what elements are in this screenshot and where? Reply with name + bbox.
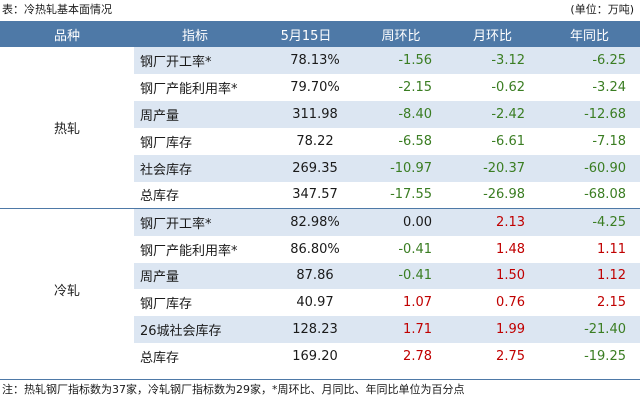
value-cell: 128.23 — [256, 316, 356, 344]
indicator-cell: 总库存 — [140, 189, 180, 205]
wow-cell: 1.71 — [356, 316, 446, 344]
mom-cell: -2.42 — [446, 100, 539, 128]
wow-cell: -17.55 — [390, 187, 432, 203]
indicator-cell: 社会库存 — [134, 154, 256, 182]
table-row: 热轧 钢厂开工率* 78.13% -1.56 -3.12 -6.25 — [0, 47, 640, 209]
yoy-cell: 2.15 — [597, 295, 626, 311]
variety-cell: 冷轧 — [0, 208, 134, 371]
table-row: 钢厂库存 78.22 -6.58 -6.61 -7.18 — [0, 128, 640, 155]
indicator-cell: 钢厂库存 — [140, 135, 193, 151]
value-cell: 40.97 — [296, 295, 334, 311]
value-cell: 269.35 — [256, 154, 356, 182]
wow-cell: -10.97 — [356, 154, 446, 182]
value-cell: 78.22 — [296, 133, 334, 149]
indicator-cell: 钢厂库存 — [140, 297, 193, 313]
indicator-cell: 钢厂产能利用率* — [140, 243, 238, 259]
indicator-cell: 钢厂开工率* — [134, 208, 256, 236]
yoy-cell: -3.24 — [592, 79, 626, 95]
yoy-cell: -60.90 — [539, 154, 640, 182]
wow-cell: 2.78 — [403, 349, 432, 365]
mom-cell: 2.75 — [496, 349, 525, 365]
wow-cell: -6.58 — [398, 133, 432, 149]
value-cell: 79.70% — [290, 79, 340, 95]
mom-cell: 2.13 — [446, 208, 539, 236]
indicator-cell: 总库存 — [140, 351, 180, 367]
indicator-cell: 周产量 — [134, 100, 256, 128]
table-body: 热轧 钢厂开工率* 78.13% -1.56 -3.12 -6.25 钢厂产能利用率* 79.… — [0, 47, 640, 371]
indicator-cell: 钢厂产能利用率* — [140, 81, 238, 97]
fundamentals-table: 品种 指标 5月15日 周环比 月环比 年同比 热轧 钢厂开工率* 78.13% -1… — [0, 21, 640, 371]
mom-cell: -20.37 — [446, 154, 539, 182]
table-row: 钢厂产能利用率* 79.70% -2.15 -0.62 -3.24 — [0, 74, 640, 101]
mom-cell: -0.62 — [491, 79, 525, 95]
value-cell: 169.20 — [292, 349, 338, 365]
yoy-cell: -4.25 — [539, 208, 640, 236]
header-row: 品种 指标 5月15日 周环比 月环比 年同比 — [0, 21, 640, 47]
wow-cell: -2.15 — [398, 79, 432, 95]
indicator-cell: 钢厂开工率* — [134, 47, 256, 74]
mom-cell: 1.48 — [496, 241, 525, 257]
value-cell: 347.57 — [292, 187, 338, 203]
table-row: 26城社会库存 128.23 1.71 1.99 -21.40 — [0, 316, 640, 344]
mom-cell: -6.61 — [491, 133, 525, 149]
mom-cell: 0.76 — [496, 295, 525, 311]
unit-label: (单位：万吨) — [570, 3, 634, 16]
table-row: 周产量 311.98 -8.40 -2.42 -12.68 — [0, 100, 640, 128]
table-row: 社会库存 269.35 -10.97 -20.37 -60.90 — [0, 154, 640, 182]
yoy-cell: 1.12 — [539, 262, 640, 290]
mom-cell: 1.50 — [446, 262, 539, 290]
table-row: 冷轧 钢厂开工率* 82.98% 0.00 2.13 -4.25 — [0, 208, 640, 371]
header-variety: 品种 — [0, 21, 134, 47]
yoy-cell: -12.68 — [539, 100, 640, 128]
header-wow: 周环比 — [356, 21, 446, 47]
table-row: 总库存 169.20 2.78 2.75 -19.25 — [0, 343, 640, 370]
header-date: 5月15日 — [256, 21, 356, 47]
value-cell: 311.98 — [256, 100, 356, 128]
wow-cell: -0.41 — [356, 262, 446, 290]
table-row: 钢厂产能利用率* 86.80% -0.41 1.48 1.11 — [0, 236, 640, 263]
yoy-cell: -7.18 — [592, 133, 626, 149]
table-row: 周产量 87.86 -0.41 1.50 1.12 — [0, 262, 640, 290]
indicator-cell: 周产量 — [134, 262, 256, 290]
header-indicator: 指标 — [134, 21, 256, 47]
yoy-cell: -19.25 — [584, 349, 626, 365]
yoy-cell: -21.40 — [539, 316, 640, 344]
wow-cell: -0.41 — [398, 241, 432, 257]
wow-cell: 1.07 — [403, 295, 432, 311]
header-yoy: 年同比 — [539, 21, 640, 47]
value-cell: 78.13% — [256, 47, 356, 74]
mom-cell: -26.98 — [483, 187, 525, 203]
title-row: 表：冷热轧基本面情况 (单位：万吨) — [0, 0, 640, 20]
wow-cell: -1.56 — [356, 47, 446, 74]
table-row: 总库存 347.57 -17.55 -26.98 -68.08 — [0, 182, 640, 209]
table-title: 表：冷热轧基本面情况 — [2, 3, 112, 16]
value-cell: 86.80% — [290, 241, 340, 257]
yoy-cell: -6.25 — [539, 47, 640, 74]
mom-cell: -3.12 — [446, 47, 539, 74]
yoy-cell: -68.08 — [584, 187, 626, 203]
wow-cell: -8.40 — [356, 100, 446, 128]
bottom-rule — [0, 379, 640, 380]
wow-cell: 0.00 — [356, 208, 446, 236]
mom-cell: 1.99 — [446, 316, 539, 344]
header-mom: 月环比 — [446, 21, 539, 47]
indicator-cell: 26城社会库存 — [134, 316, 256, 344]
footnote: 注：热轧钢厂指标数为37家，冷轧钢厂指标数为29家，*周环比、月同比、年同比单位… — [2, 383, 465, 396]
yoy-cell: 1.11 — [597, 241, 626, 257]
variety-cell: 热轧 — [0, 47, 134, 209]
value-cell: 87.86 — [256, 262, 356, 290]
value-cell: 82.98% — [256, 208, 356, 236]
table-row: 钢厂库存 40.97 1.07 0.76 2.15 — [0, 289, 640, 316]
